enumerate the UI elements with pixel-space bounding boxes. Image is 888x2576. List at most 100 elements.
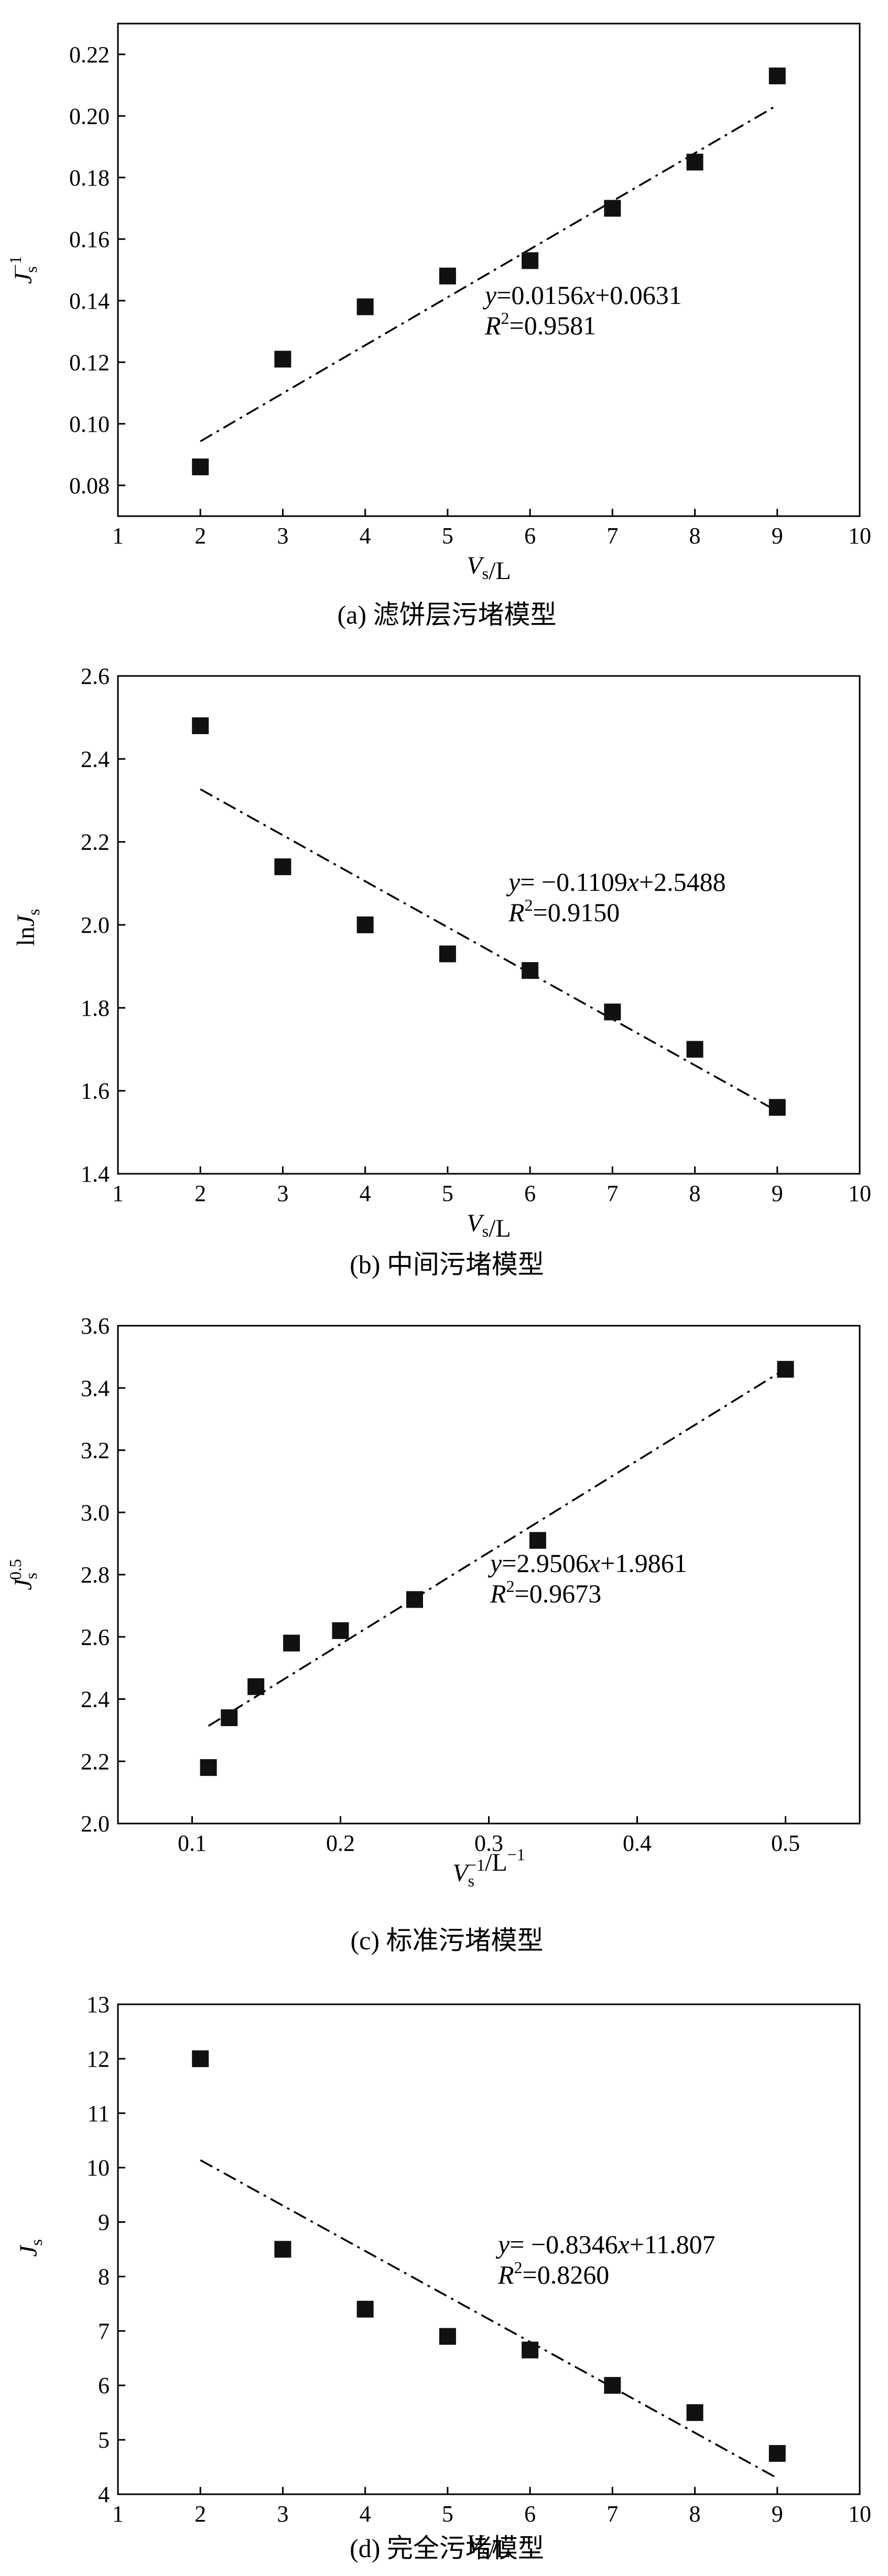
x-tick-label: 3: [277, 2501, 288, 2527]
y-tick-label: 2.8: [81, 1562, 110, 1588]
y-tick-label: 3.4: [81, 1376, 110, 1401]
x-tick-label: 9: [772, 2501, 783, 2527]
data-point: [200, 1759, 217, 1776]
data-point: [356, 2300, 374, 2318]
data-point: [439, 267, 456, 285]
data-point: [356, 298, 374, 315]
x-axis-label: Vs−1/L−1: [452, 1845, 525, 1890]
x-tick-label: 2: [194, 2501, 206, 2527]
y-tick-label: 1.4: [81, 1161, 110, 1187]
x-tick-label: 0.3: [474, 1830, 503, 1856]
x-tick-label: 1: [112, 523, 124, 549]
r-squared: R2=0.9673: [490, 1577, 601, 1608]
data-point: [192, 717, 209, 734]
x-tick-label: 8: [689, 1181, 701, 1206]
data-point: [283, 1634, 300, 1652]
x-tick-label: 4: [360, 2501, 371, 2527]
y-tick-label: 2.2: [81, 1749, 110, 1774]
data-point: [604, 200, 621, 217]
y-tick-label: 13: [86, 1992, 110, 2017]
x-tick-label: 4: [360, 523, 371, 549]
data-point: [522, 962, 539, 979]
y-tick-label: 2.4: [81, 746, 110, 772]
y-tick-label: 1.8: [81, 995, 110, 1021]
x-tick-label: 5: [442, 2501, 453, 2527]
fit-equation: y=2.9506x+1.9861: [488, 1548, 687, 1578]
data-point: [686, 1041, 703, 1058]
y-tick-label: 2.6: [81, 663, 110, 689]
y-tick-label: 4: [98, 2482, 110, 2507]
x-axis-label: Vs/L: [467, 2530, 511, 2563]
x-tick-label: 0.1: [178, 1830, 207, 1856]
x-tick-label: 5: [442, 1181, 453, 1206]
data-point: [439, 2328, 456, 2345]
y-tick-label: 3.2: [81, 1438, 110, 1464]
x-tick-label: 10: [848, 1181, 871, 1206]
y-axis-label: Js: [15, 2239, 46, 2257]
x-axis-label: Vs/L: [467, 552, 511, 585]
data-point: [439, 945, 456, 963]
data-point: [604, 2377, 621, 2394]
y-axis-label: lnJs: [12, 909, 43, 946]
data-point: [406, 1591, 423, 1608]
y-tick-label: 2.0: [81, 1811, 110, 1837]
x-tick-label: 1: [112, 1181, 124, 1206]
x-tick-label: 7: [607, 2501, 618, 2527]
x-tick-label: 1: [112, 2501, 124, 2527]
fit-line: [200, 2159, 778, 2479]
chart-panel-1: 1 2 3 4 5 6 7 8 9 10 0.08 0.10 0.12 0.14 0.16 0.18 0.20 0…: [6, 23, 871, 629]
y-tick-label: 0.18: [69, 165, 110, 191]
y-tick-label: 0.20: [69, 103, 110, 129]
data-point: [274, 2241, 291, 2258]
r-squared: R2=0.8260: [497, 2258, 609, 2289]
r-squared: R2=0.9150: [508, 896, 620, 927]
panel-caption: (b) 中间污堵模型: [350, 1250, 544, 1279]
data-point: [686, 2404, 703, 2421]
panel-caption: (a) 滤饼层污堵模型: [338, 600, 557, 629]
y-axis-label: Js0.5: [6, 1559, 40, 1590]
plot-frame: [117, 23, 861, 517]
x-tick-label: 3: [277, 523, 288, 549]
y-tick-label: 0.22: [69, 42, 110, 68]
data-point: [768, 1099, 786, 1116]
fit-line: [200, 104, 778, 442]
y-tick-label: 5: [98, 2427, 110, 2453]
data-point: [274, 351, 291, 368]
fit-equation: y= −0.8346x+11.807: [495, 2230, 716, 2259]
x-tick-label: 7: [607, 523, 618, 549]
data-point: [768, 2445, 786, 2462]
data-point: [529, 1532, 546, 1549]
x-tick-label: 3: [277, 1181, 288, 1206]
y-tick-label: 2.4: [81, 1687, 110, 1712]
x-tick-label: 6: [524, 2501, 536, 2527]
x-tick-label: 0.5: [771, 1830, 800, 1856]
y-tick-label: 1.6: [81, 1078, 110, 1104]
y-tick-label: 0.12: [69, 350, 110, 375]
data-point: [522, 2341, 539, 2359]
x-tick-label: 0.2: [326, 1830, 355, 1856]
y-tick-label: 3.0: [81, 1500, 110, 1525]
y-tick-label: 12: [86, 2046, 110, 2072]
y-tick-label: 2.6: [81, 1624, 110, 1650]
fit-line: [200, 788, 778, 1112]
chart-panel-2: 1 2 3 4 5 6 7 8 9 10 1.4 1.6 1.8 2.0 2.2 2.4 2.6 y= −0.11…: [12, 663, 871, 1279]
y-axis-label: Js−1: [6, 256, 40, 284]
y-tick-label: 8: [98, 2264, 110, 2289]
x-tick-label: 9: [772, 523, 783, 549]
y-tick-label: 11: [88, 2101, 110, 2126]
y-tick-label: 3.6: [81, 1313, 110, 1339]
y-tick-label: 9: [98, 2210, 110, 2235]
fit-equation: y= −0.1109x+2.5488: [506, 867, 726, 897]
x-tick-label: 5: [442, 523, 453, 549]
plot-frame: [117, 2003, 861, 2495]
fit-equation: y=0.0156x+0.0631: [482, 280, 682, 310]
data-point: [768, 67, 786, 84]
x-tick-label: 8: [689, 2501, 701, 2527]
data-point: [356, 916, 374, 933]
data-point: [221, 1709, 238, 1727]
y-tick-label: 7: [98, 2318, 110, 2344]
data-point: [522, 252, 539, 269]
x-tick-label: 9: [772, 1181, 783, 1206]
y-tick-label: 0.14: [69, 288, 110, 314]
